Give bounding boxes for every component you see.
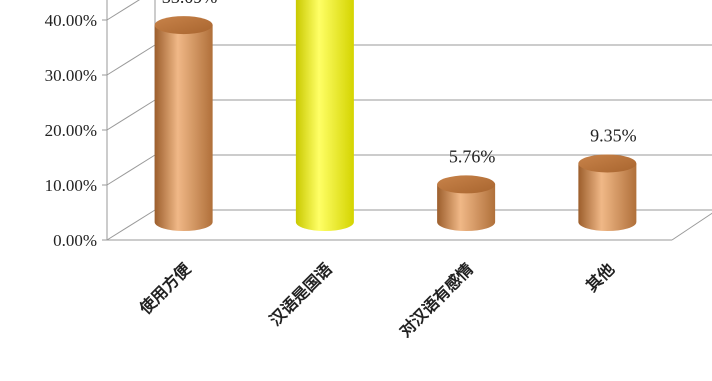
gridline-side (106, 154, 156, 186)
bar-top (578, 154, 637, 173)
category-label: 对汉语有感情 (396, 259, 477, 340)
gridline-side (106, 44, 156, 76)
data-labels: 33.09%51.80%5.76%9.35% (162, 0, 637, 166)
bar (295, 0, 354, 231)
y-tick-label: 20.00% (45, 121, 97, 140)
y-tick-label: 0.00% (53, 231, 97, 250)
category-label: 汉语是国语 (266, 259, 336, 329)
bar (578, 154, 637, 231)
gridline-side (106, 0, 140, 21)
y-tick-label: 10.00% (45, 176, 97, 195)
bar-body (295, 0, 354, 231)
bar-top (437, 175, 496, 194)
category-labels: 使用方便 汉语是国语 对汉语有感情 其他 (135, 259, 618, 341)
bar (437, 175, 496, 231)
bar-top (154, 16, 213, 35)
category-label: 使用方便 (135, 259, 195, 319)
y-axis-ticks: 0.00%10.00%20.00%30.00%40.00%50.00%60.00… (45, 11, 107, 250)
y-tick-label: 30.00% (45, 66, 97, 85)
bar-body (578, 163, 637, 231)
bars (154, 0, 637, 232)
data-label: 33.09% (162, 0, 218, 7)
bar-body (154, 25, 213, 232)
data-label: 9.35% (590, 125, 637, 145)
y-tick-label: 40.00% (45, 11, 97, 30)
floor-right-edge (671, 212, 712, 241)
gridline-side (106, 99, 156, 131)
data-label: 5.76% (449, 146, 496, 166)
bar (154, 16, 213, 232)
category-label: 其他 (582, 259, 618, 295)
gridline-side (106, 209, 156, 241)
bar-body (437, 184, 496, 231)
